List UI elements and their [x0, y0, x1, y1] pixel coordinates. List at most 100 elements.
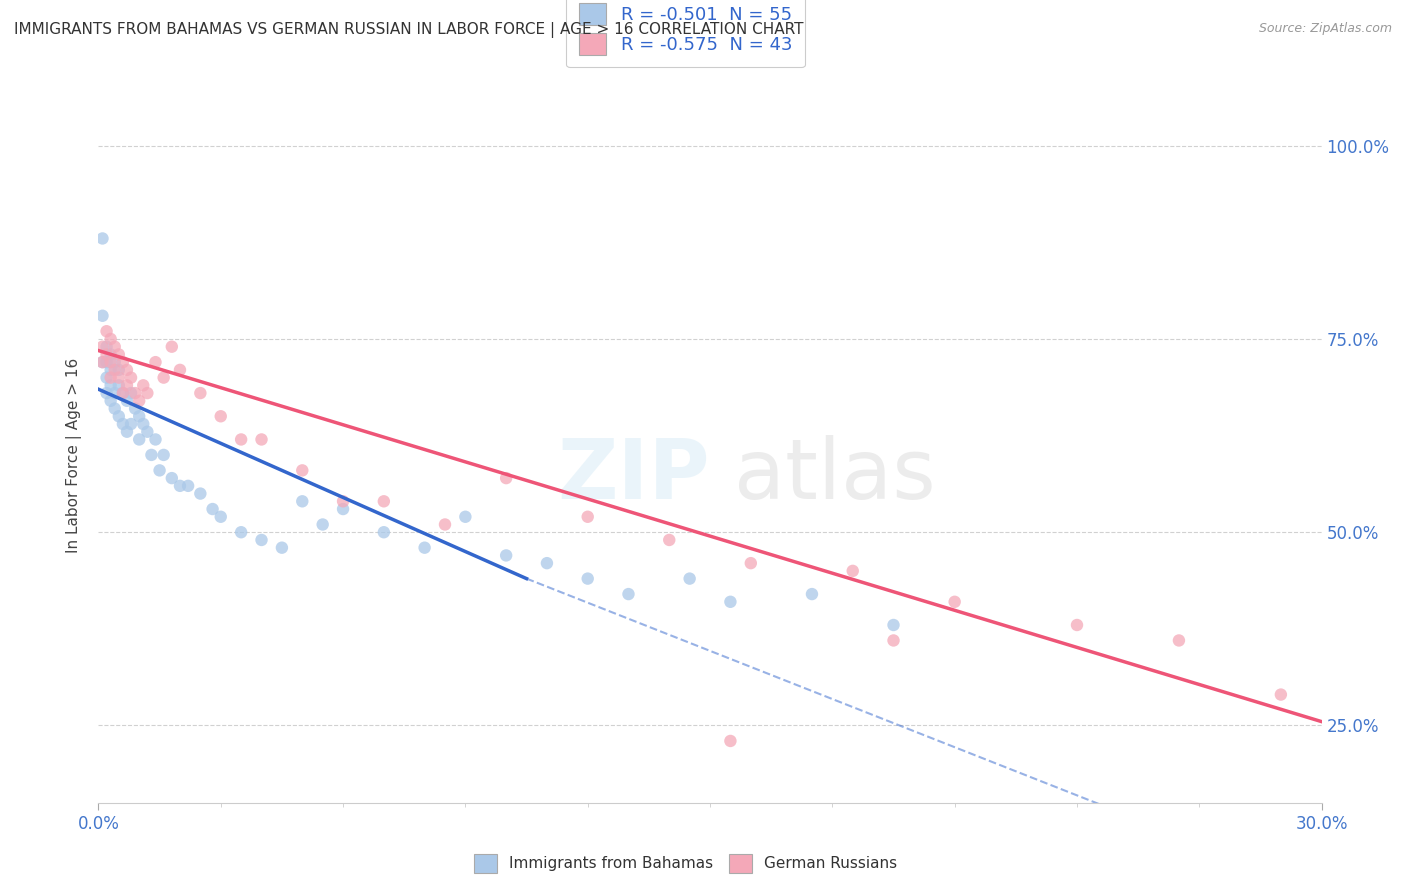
Point	[332, 502, 354, 516]
Point	[149, 463, 172, 477]
Point	[169, 479, 191, 493]
Point	[111, 355, 134, 369]
Point	[141, 448, 163, 462]
Point	[454, 509, 477, 524]
Point	[270, 541, 294, 555]
Point	[617, 587, 640, 601]
Text: ZIP: ZIP	[558, 435, 710, 516]
Point	[104, 363, 127, 377]
Point	[108, 363, 131, 377]
Point	[100, 355, 122, 369]
Point	[96, 386, 118, 401]
Point	[373, 494, 395, 508]
Point	[124, 401, 146, 416]
Point	[1167, 633, 1189, 648]
Point	[145, 355, 167, 369]
Point	[679, 572, 702, 586]
Point	[96, 355, 118, 369]
Point	[96, 340, 118, 354]
Point	[231, 433, 253, 447]
Point	[291, 494, 314, 508]
Point	[108, 370, 131, 384]
Point	[124, 386, 146, 401]
Text: Source: ZipAtlas.com: Source: ZipAtlas.com	[1258, 22, 1392, 36]
Point	[434, 517, 457, 532]
Point	[145, 433, 167, 447]
Point	[152, 370, 174, 384]
Legend: Immigrants from Bahamas, German Russians: Immigrants from Bahamas, German Russians	[468, 847, 903, 879]
Point	[943, 595, 966, 609]
Point	[104, 355, 127, 369]
Point	[169, 363, 191, 377]
Point	[209, 509, 232, 524]
Point	[160, 471, 183, 485]
Point	[495, 549, 517, 563]
Point	[413, 541, 436, 555]
Point	[883, 618, 905, 632]
Point	[91, 355, 114, 369]
Point	[111, 417, 134, 431]
Point	[120, 370, 142, 384]
Point	[111, 386, 134, 401]
Point	[250, 433, 273, 447]
Point	[108, 378, 131, 392]
Point	[100, 347, 122, 361]
Point	[91, 309, 114, 323]
Point	[132, 378, 155, 392]
Point	[373, 525, 395, 540]
Point	[128, 393, 150, 408]
Point	[740, 556, 762, 570]
Point	[104, 401, 127, 416]
Point	[100, 378, 122, 392]
Point	[96, 347, 118, 361]
Point	[801, 587, 824, 601]
Point	[104, 386, 127, 401]
Point	[332, 494, 354, 508]
Point	[201, 502, 224, 516]
Point	[250, 533, 273, 547]
Point	[91, 340, 114, 354]
Text: IMMIGRANTS FROM BAHAMAS VS GERMAN RUSSIAN IN LABOR FORCE | AGE > 16 CORRELATION : IMMIGRANTS FROM BAHAMAS VS GERMAN RUSSIA…	[14, 22, 804, 38]
Point	[720, 734, 742, 748]
Point	[152, 448, 174, 462]
Point	[128, 433, 150, 447]
Point	[720, 595, 742, 609]
Point	[100, 393, 122, 408]
Point	[495, 471, 517, 485]
Point	[120, 386, 142, 401]
Point	[291, 463, 314, 477]
Point	[1066, 618, 1088, 632]
Point	[136, 425, 159, 439]
Point	[1270, 688, 1292, 702]
Point	[108, 347, 131, 361]
Point	[115, 425, 138, 439]
Point	[312, 517, 335, 532]
Point	[136, 386, 159, 401]
Point	[841, 564, 863, 578]
Point	[576, 509, 599, 524]
Point	[132, 417, 155, 431]
Point	[177, 479, 200, 493]
Point	[104, 340, 127, 354]
Point	[160, 340, 183, 354]
Point	[100, 370, 122, 384]
Point	[100, 332, 122, 346]
Point	[658, 533, 681, 547]
Point	[120, 417, 142, 431]
Point	[96, 370, 118, 384]
Point	[91, 355, 114, 369]
Point	[883, 633, 905, 648]
Point	[536, 556, 558, 570]
Point	[111, 386, 134, 401]
Point	[91, 231, 114, 245]
Point	[576, 572, 599, 586]
Point	[115, 393, 138, 408]
Point	[188, 386, 212, 401]
Point	[100, 363, 122, 377]
Point	[209, 409, 232, 424]
Point	[96, 324, 118, 338]
Point	[115, 363, 138, 377]
Text: atlas: atlas	[734, 435, 936, 516]
Point	[128, 409, 150, 424]
Point	[108, 409, 131, 424]
